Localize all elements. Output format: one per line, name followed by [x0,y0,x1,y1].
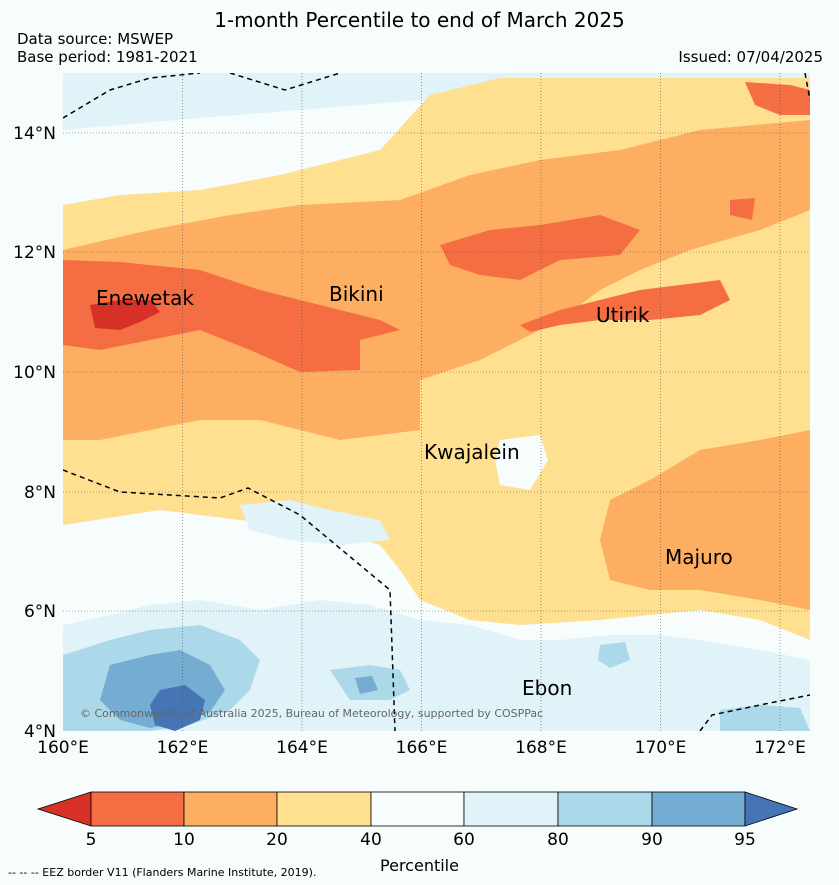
place-label-majuro: Majuro [665,545,733,569]
colorbar-tick: 90 [641,830,663,850]
lat-label: 14°N [13,124,56,144]
place-label-enewetak: Enewetak [96,286,194,310]
colorbar [36,791,799,827]
colorbar-segment [276,791,372,827]
place-label-utirik: Utirik [596,303,650,327]
lat-label: 12°N [13,243,56,263]
place-label-bikini: Bikini [329,282,384,306]
percentile-field [63,73,810,731]
eez-footnote: -- -- -- EEZ border V11 (Flanders Marine… [8,866,317,879]
lat-label: 6°N [24,602,56,622]
colorbar-tick: 40 [360,830,382,850]
lon-label: 172°E [754,738,806,758]
data-source-label: Data source: MSWEP [17,30,174,48]
place-label-kwajalein: Kwajalein [424,440,520,464]
colorbar-segment [183,791,278,827]
lon-label: 162°E [157,738,209,758]
colorbar-segment [557,791,653,827]
colorbar-tick: 20 [266,830,288,850]
lon-label: 164°E [276,738,328,758]
colorbar-tick: 60 [453,830,475,850]
map-title: 1-month Percentile to end of March 2025 [214,8,625,32]
copyright-text: © Commonwealth of Australia 2025, Bureau… [80,707,543,720]
colorbar-segment [370,791,465,827]
colorbar-segment [463,791,559,827]
lon-label: 168°E [515,738,567,758]
colorbar-arrow-high [744,791,799,827]
colorbar-segment [90,791,185,827]
eez-border [63,73,810,731]
lon-label: 160°E [37,738,89,758]
colorbar-tick: 5 [86,830,97,850]
colorbar-segment [651,791,746,827]
colorbar-label: Percentile [380,856,459,875]
colorbar-tick: 95 [734,830,756,850]
lat-label: 10°N [13,363,56,383]
lat-label: 4°N [24,722,56,742]
lon-label: 166°E [396,738,448,758]
base-period-label: Base period: 1981-2021 [17,48,198,66]
issued-date-label: Issued: 07/04/2025 [678,48,823,66]
colorbar-tick: 10 [173,830,195,850]
place-label-ebon: Ebon [522,676,572,700]
colorbar-tick: 80 [547,830,569,850]
lon-label: 170°E [635,738,687,758]
lat-label: 8°N [24,483,56,503]
colorbar-arrow-low [36,791,92,827]
